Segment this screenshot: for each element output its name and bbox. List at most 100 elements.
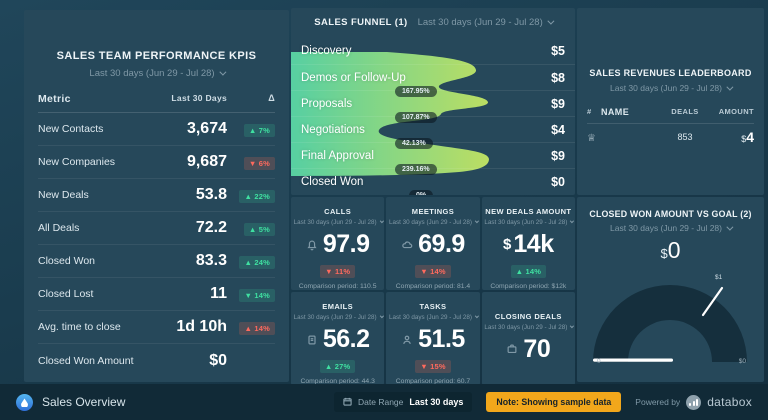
metric-value: 72.2 (195, 219, 227, 236)
metric-label: New Deals (38, 189, 89, 201)
comparison-text: Comparison period: 81.4 (395, 283, 471, 290)
closing-deals-card[interactable]: CLOSING DEALS Last 30 days (Jun 29 - Jul… (481, 292, 575, 385)
stage-label: Discovery (301, 45, 352, 57)
amount-value: 4 (746, 129, 754, 145)
date-range-chip[interactable]: Date Range Last 30 days (334, 392, 473, 412)
col-header-name: NAME (601, 107, 630, 117)
delta-badge: ▲ 7% (243, 124, 275, 137)
board-logo-icon[interactable] (16, 393, 33, 411)
powered-by-link[interactable]: Powered by databox (635, 394, 752, 410)
stage-value: $0 (551, 174, 565, 189)
table-row[interactable]: All Deals 72.2 ▲ 5% (38, 212, 275, 245)
date-range-text: Last 30 days (Jun 29 - Jul 28) (484, 219, 568, 226)
date-range-dropdown[interactable]: Last 30 days (Jun 29 - Jul 28) (418, 17, 555, 28)
delta-badge: ▼ 11% (320, 265, 356, 278)
person-icon (401, 334, 413, 346)
metric-label: Closed Lost (38, 288, 94, 300)
card-title: CLOSING DEALS (494, 311, 562, 321)
currency-symbol: $ (503, 236, 512, 253)
funnel-stage[interactable]: Discovery $5 (291, 38, 575, 64)
stage-value: $9 (551, 96, 565, 111)
date-range-text: Last 30 days (Jun 29 - Jul 28) (293, 314, 377, 321)
date-range-dropdown[interactable]: Last 30 days (Jun 29 - Jul 28) (386, 313, 480, 321)
funnel-chart (291, 52, 489, 176)
chevron-down-icon (379, 218, 384, 224)
date-range-dropdown[interactable]: Last 30 days (Jun 29 - Jul 28) (482, 323, 575, 331)
metric-value: 3,674 (186, 120, 227, 137)
date-range-label: Date Range (358, 397, 404, 407)
delta-badge: ▲ 24% (239, 256, 275, 269)
powered-by-text: Powered by (635, 397, 681, 407)
tasks-card[interactable]: TASKS Last 30 days (Jun 29 - Jul 28) 51.… (386, 292, 480, 385)
conversion-badge: 42.13% (395, 138, 433, 149)
col-header-amount: AMOUNT (718, 107, 754, 116)
currency-symbol: $ (660, 246, 668, 261)
table-header: Metric Last 30 Days Δ (38, 93, 275, 113)
leaderboard-row[interactable]: ♕ 853 $4 (587, 124, 754, 150)
table-row[interactable]: New Contacts 3,674 ▲ 7% (38, 113, 275, 146)
new-deals-amount-card[interactable]: NEW DEALS AMOUNT Last 30 days (Jun 29 - … (481, 197, 575, 290)
conversion-badge: 107.87% (395, 112, 437, 123)
gauge-arc (593, 285, 747, 362)
delta-badge: ▲ 14% (239, 322, 275, 335)
conversion-badge: 239.16% (395, 164, 437, 175)
emails-card[interactable]: EMAILS Last 30 days (Jun 29 - Jul 28) 56… (291, 292, 385, 385)
sample-data-note: Note: Showing sample data (486, 392, 622, 412)
metric-value: $0 (209, 351, 227, 369)
date-range-text: Last 30 days (Jun 29 - Jul 28) (293, 219, 377, 226)
conversion-badge: 0% (409, 190, 434, 195)
metric-label: New Companies (38, 156, 116, 168)
date-range-dropdown[interactable]: Last 30 days (Jun 29 - Jul 28) (38, 68, 275, 79)
calendar-icon (343, 393, 352, 411)
stage-value: $4 (551, 122, 565, 137)
table-row[interactable]: New Deals 53.8 ▲ 22% (38, 179, 275, 212)
briefcase-icon (506, 343, 518, 355)
stage-label: Proposals (301, 97, 353, 110)
comparison-text: Comparison period: 110.5 (298, 283, 377, 290)
table-row[interactable]: Avg. time to close 1d 10h ▲ 14% (38, 311, 275, 344)
table-row[interactable]: New Companies 9,687 ▼ 6% (38, 146, 275, 179)
delta-badge: ▼ 14% (415, 265, 451, 278)
cloud-icon (401, 239, 413, 251)
table-row[interactable]: Closed Lost 11 ▼ 14% (38, 278, 275, 311)
funnel-stage[interactable]: Demos or Follow-Up $8 167.95% (291, 64, 575, 97)
chevron-down-icon (570, 218, 575, 224)
calls-card[interactable]: CALLS Last 30 days (Jun 29 - Jul 28) 97.… (291, 197, 385, 290)
gauge-needle (593, 358, 673, 362)
chevron-down-icon (379, 313, 384, 319)
metric-value: 53.8 (195, 186, 227, 203)
date-range-dropdown[interactable]: Last 30 days (Jun 29 - Jul 28) (577, 223, 764, 233)
meetings-card[interactable]: MEETINGS Last 30 days (Jun 29 - Jul 28) … (386, 197, 480, 290)
col-header-rank: # (587, 107, 592, 116)
card-title: CALLS (324, 207, 352, 216)
col-header-last30: Last 30 Days (171, 93, 227, 103)
funnel-stage[interactable]: Final Approval $9 239.16% (291, 142, 575, 175)
date-range-dropdown[interactable]: Last 30 days (Jun 29 - Jul 28) (386, 218, 480, 226)
comparison-text: Comparison period: $12k (490, 283, 567, 290)
metric-label: Closed Won (38, 255, 96, 267)
footer-bar: Sales Overview Date Range Last 30 days N… (0, 384, 768, 420)
delta-badge: ▲ 5% (243, 223, 275, 236)
amount-currency: $ (741, 134, 747, 144)
metric-value: 83.3 (195, 252, 227, 269)
kpi-table: Metric Last 30 Days Δ New Contacts 3,674… (38, 93, 275, 377)
gauge-min-label: 0 (597, 358, 601, 365)
stage-label: Closed Won (301, 175, 364, 188)
date-range-text: Last 30 days (Jun 29 - Jul 28) (89, 68, 215, 79)
card-title: TASKS (419, 302, 447, 311)
delta-badge: ▼ 14% (239, 289, 275, 302)
stage-value: $5 (551, 44, 565, 58)
date-range-dropdown[interactable]: Last 30 days (Jun 29 - Jul 28) (291, 218, 384, 226)
kpi-cards-grid: CALLS Last 30 days (Jun 29 - Jul 28) 97.… (291, 197, 575, 385)
metric-label: Avg. time to close (38, 321, 121, 333)
date-range-dropdown[interactable]: Last 30 days (Jun 29 - Jul 28) (482, 218, 575, 226)
stage-value: $8 (551, 70, 565, 85)
chevron-down-icon (474, 313, 480, 319)
table-row[interactable]: Closed Won 83.3 ▲ 24% (38, 245, 275, 278)
sales-revenues-leaderboard-panel: SALES REVENUES LEADERBOARD Last 30 days … (577, 8, 764, 195)
date-range-dropdown[interactable]: Last 30 days (Jun 29 - Jul 28) (291, 313, 384, 321)
date-range-dropdown[interactable]: Last 30 days (Jun 29 - Jul 28) (587, 83, 754, 93)
sales-team-kpis-panel: SALES TEAM PERFORMANCE KPIS Last 30 days… (24, 10, 289, 382)
table-row[interactable]: Closed Won Amount $0 (38, 344, 275, 377)
gauge-max-label: $0 (738, 358, 746, 365)
